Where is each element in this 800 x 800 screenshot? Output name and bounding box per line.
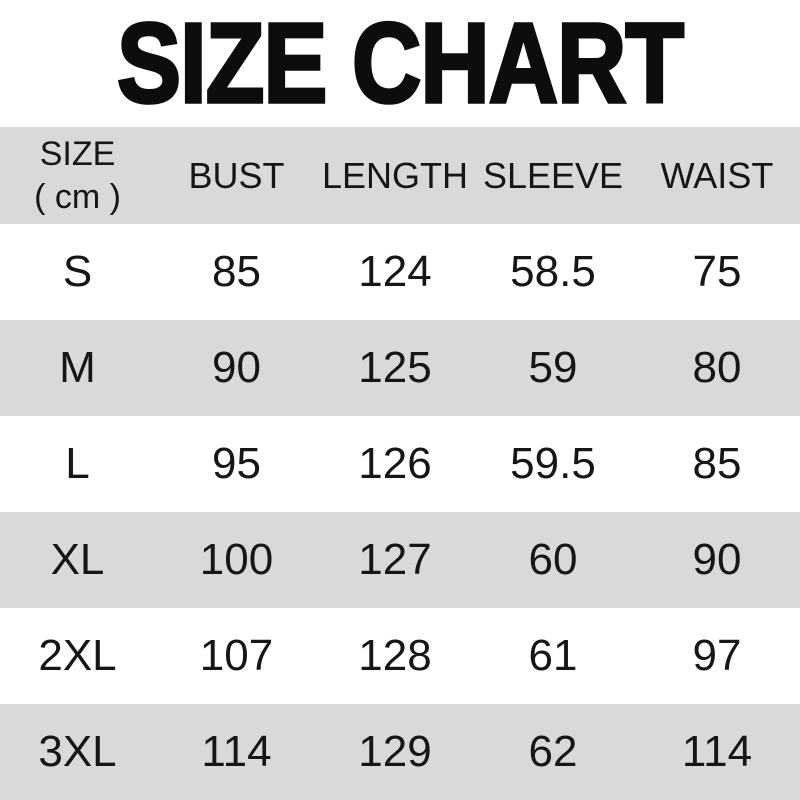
table-row-l: L 95 126 59.5 85: [0, 416, 800, 512]
sleeve-cell: 60: [528, 535, 578, 584]
waist-cell: 97: [692, 631, 742, 680]
size-cell: XL: [50, 535, 105, 584]
sleeve-cell: 59.5: [510, 439, 596, 488]
column-header-bust: BUST: [188, 154, 285, 196]
waist-cell: 75: [692, 247, 742, 296]
size-header-unit: ( cm ): [34, 177, 121, 216]
length-cell: 129: [358, 727, 432, 776]
sleeve-cell: 58.5: [510, 247, 596, 296]
table-row-m: M 90 125 59 80: [0, 320, 800, 416]
bust-cell: 95: [212, 439, 261, 488]
table-row-xl: XL 100 127 60 90: [0, 512, 800, 608]
size-cell: S: [62, 247, 93, 296]
sleeve-cell: 59: [528, 343, 578, 392]
column-header-sleeve: SLEEVE: [482, 154, 624, 196]
waist-cell: 85: [692, 439, 742, 488]
size-cell: 2XL: [38, 631, 117, 680]
bust-cell: 107: [199, 631, 274, 680]
length-cell: 128: [358, 631, 432, 680]
column-header-length: LENGTH: [321, 154, 469, 196]
table-row-s: S 85 124 58.5 75: [0, 224, 800, 320]
size-header-label: SIZE: [39, 135, 116, 173]
bust-cell: 90: [212, 343, 261, 392]
length-cell: 126: [358, 439, 432, 488]
page-title-wrap: SIZE CHART: [0, 0, 800, 127]
size-cell: 3XL: [38, 727, 117, 776]
size-cell: L: [65, 439, 90, 488]
table-header-row: SIZE ( cm ) BUST LENGTH SLEEVE WAIST: [0, 127, 800, 224]
waist-cell: 80: [692, 343, 742, 392]
size-cell: M: [59, 343, 96, 392]
bust-cell: 85: [212, 247, 261, 296]
waist-cell: 114: [681, 727, 753, 776]
sleeve-cell: 61: [528, 631, 578, 680]
bust-cell: 100: [199, 535, 274, 584]
length-cell: 127: [358, 535, 432, 584]
table-row-3xl: 3XL 114 129 62 114: [0, 704, 800, 800]
column-header-size: SIZE ( cm ): [0, 133, 155, 218]
sleeve-cell: 62: [528, 727, 578, 776]
length-cell: 125: [358, 343, 432, 392]
table-row-2xl: 2XL 107 128 61 97: [0, 608, 800, 704]
bust-cell: 114: [201, 727, 272, 776]
length-cell: 124: [358, 247, 432, 296]
waist-cell: 90: [692, 535, 742, 584]
column-header-waist: WAIST: [660, 154, 774, 196]
page-title: SIZE CHART: [116, 0, 686, 127]
